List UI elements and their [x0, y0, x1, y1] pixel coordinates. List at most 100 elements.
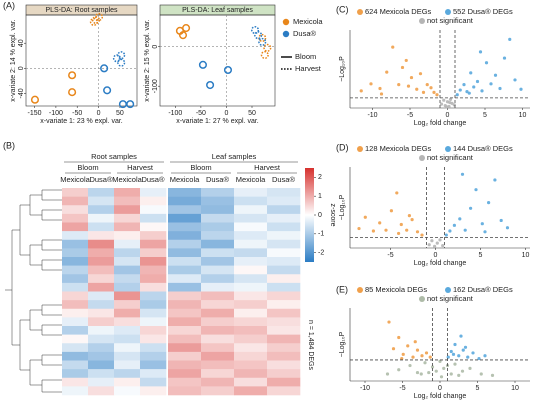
- heat-cell: [267, 351, 301, 361]
- point: [449, 349, 453, 354]
- x-tick-label: -5: [407, 112, 413, 119]
- point: [415, 348, 420, 352]
- panel-label: (B): [3, 140, 15, 150]
- heat-cell: [267, 282, 301, 292]
- heat-cell: [62, 386, 89, 396]
- point: [449, 372, 453, 376]
- point: [363, 215, 367, 219]
- color-bar-label: z-score: [329, 204, 336, 227]
- legend-swatch: [445, 9, 451, 15]
- point: [477, 356, 481, 361]
- heat-cell: [114, 282, 141, 292]
- heat-cell: [267, 343, 301, 353]
- plot-frame: [25, 14, 138, 107]
- heat-cell: [62, 239, 89, 249]
- heat-cell: [140, 188, 167, 197]
- point: [385, 372, 390, 376]
- point: [438, 359, 442, 363]
- heat-cell: [267, 239, 301, 249]
- heat-cell: [201, 317, 235, 327]
- point: [254, 31, 263, 40]
- heat-cell: [140, 274, 167, 284]
- heat-cell: [114, 222, 141, 232]
- heat-cell: [88, 248, 115, 258]
- legend-swatch: [357, 9, 363, 15]
- heat-cell: [168, 274, 202, 284]
- legend-label: 552 Dusa® DEGs: [453, 7, 513, 16]
- heat-cell: [267, 213, 301, 223]
- heat-cell: [62, 334, 89, 344]
- heat-cell: [267, 257, 301, 266]
- legend-swatch: [282, 30, 290, 38]
- heat-cell: [168, 265, 202, 275]
- stage-label: Harvest: [254, 163, 281, 172]
- heat-cell: [140, 386, 167, 396]
- heat-cell: [168, 360, 202, 370]
- point: [395, 191, 399, 195]
- legend-label: Dusa®: [293, 29, 317, 38]
- point: [100, 64, 109, 73]
- heat-cell: [168, 317, 202, 327]
- point: [430, 365, 435, 369]
- point: [505, 226, 510, 230]
- point: [369, 82, 373, 86]
- point: [519, 87, 523, 91]
- heat-cell: [267, 300, 301, 310]
- point: [484, 61, 489, 65]
- heat-cell: [88, 282, 115, 292]
- heat-cell: [140, 360, 167, 370]
- heat-cell: [88, 300, 115, 310]
- heat-cell: [234, 300, 268, 310]
- heat-cell: [201, 265, 235, 275]
- x-axis-label: x-variate 1: 23 % expl. var.: [40, 118, 123, 125]
- heat-cell: [140, 265, 167, 275]
- heat-cell: [88, 196, 115, 206]
- point: [474, 188, 478, 192]
- heat-cell: [267, 222, 301, 232]
- point: [385, 70, 389, 74]
- legend-swatch: [357, 146, 363, 152]
- panel-label: (A): [3, 0, 15, 10]
- heat-cell: [140, 213, 167, 223]
- heat-cell: [201, 205, 235, 215]
- y-tick-label: 0: [152, 45, 159, 49]
- point: [442, 98, 446, 102]
- point: [378, 86, 382, 91]
- heat-cell: [114, 213, 141, 223]
- heat-cell: [140, 257, 167, 266]
- heat-cell: [201, 239, 235, 249]
- point: [432, 90, 436, 94]
- point: [439, 102, 444, 106]
- heat-cell: [168, 343, 202, 353]
- point: [409, 75, 414, 80]
- y-axis-label: −Log₁₀P: [339, 331, 346, 357]
- heat-cell: [62, 257, 89, 266]
- heat-cell: [234, 291, 268, 301]
- point: [251, 25, 260, 35]
- plot-frame: [159, 14, 276, 107]
- heat-cell: [267, 386, 301, 396]
- heat-cell: [234, 239, 268, 249]
- legend-swatch: [419, 18, 425, 24]
- x-tick-label: -50: [196, 110, 206, 117]
- color-bar-tick-label: 0: [318, 212, 322, 219]
- point: [413, 340, 417, 344]
- point: [489, 82, 493, 86]
- heat-cell: [62, 282, 89, 292]
- point: [103, 86, 112, 95]
- y-tick-label: 0: [18, 66, 25, 70]
- point: [223, 65, 233, 75]
- point: [428, 355, 432, 359]
- point: [401, 352, 405, 356]
- heat-cell: [140, 231, 167, 241]
- x-tick-label: -50: [72, 110, 82, 117]
- point: [457, 373, 461, 377]
- plot-title: PLS-DA: Root samples: [46, 7, 118, 14]
- heat-cell: [114, 326, 141, 335]
- x-axis-label: Log₂ fold change: [414, 260, 467, 267]
- point: [415, 370, 420, 375]
- point: [420, 354, 424, 358]
- heat-cell: [114, 386, 141, 396]
- x-axis-label: x-variate 1: 27 % expl. var.: [176, 118, 259, 125]
